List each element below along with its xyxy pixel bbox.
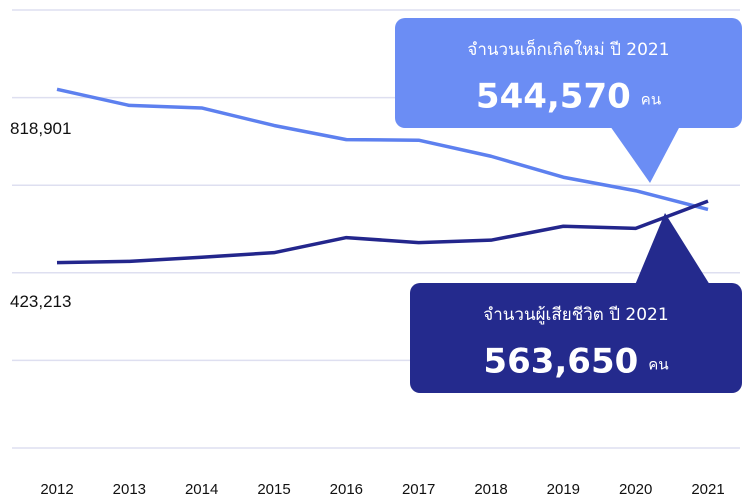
data-line	[56, 199, 709, 265]
data-line	[56, 87, 709, 212]
x-tick-label: 2019	[547, 481, 580, 498]
callout-box	[395, 18, 742, 128]
value-label: 423,213	[10, 292, 71, 311]
callout-title: จำนวนเด็กเกิดใหม่ ปี 2021	[467, 38, 669, 60]
value-label: 818,901	[10, 119, 71, 138]
callout-unit: คน	[641, 91, 661, 109]
x-tick-label: 2016	[330, 481, 363, 498]
callout-value: 544,570	[476, 77, 631, 117]
x-tick-label: 2013	[113, 481, 146, 498]
x-tick-label: 2017	[402, 481, 435, 498]
x-tick-label: 2018	[474, 481, 507, 498]
callout-pointer	[635, 213, 710, 285]
x-tick-label: 2015	[257, 481, 290, 498]
callout-title: จำนวนผู้เสียชีวิต ปี 2021	[483, 305, 668, 325]
callout-pointer	[610, 126, 680, 183]
x-tick-label: 2020	[619, 481, 652, 498]
x-tick-label: 2012	[40, 481, 73, 498]
callout-unit: คน	[648, 356, 668, 374]
callout-box	[410, 283, 742, 393]
x-tick-label: 2021	[691, 481, 724, 498]
x-tick-label: 2014	[185, 481, 218, 498]
callout-value: 563,650	[483, 342, 638, 382]
